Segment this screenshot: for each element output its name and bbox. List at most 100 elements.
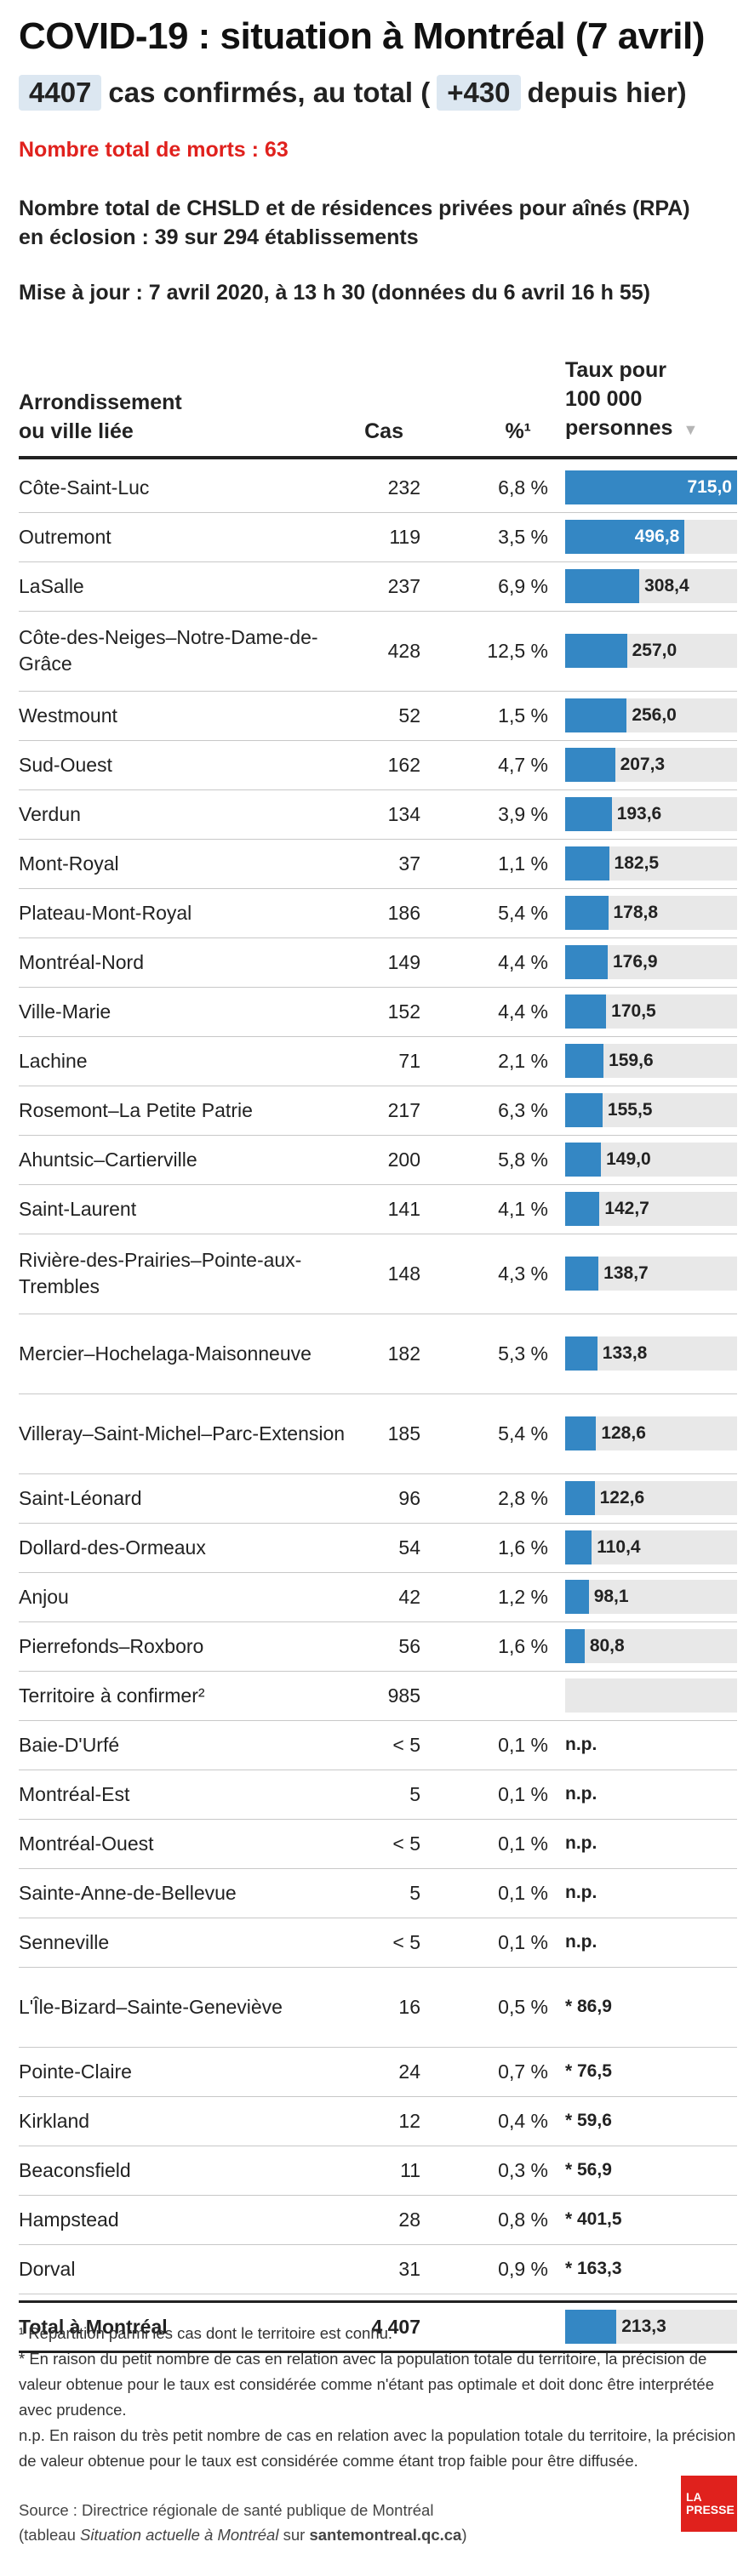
source-suffix: ) bbox=[461, 2526, 467, 2544]
rate-bar bbox=[565, 1257, 599, 1291]
table-row: L'Île-Bizard–Sainte-Geneviève 16 0,5 % * 86… bbox=[19, 1967, 737, 2048]
cases-delta-badge: +430 bbox=[437, 75, 521, 111]
area-name: Total à Montréal bbox=[19, 2315, 168, 2338]
pct-value: 6,8 % bbox=[498, 476, 548, 499]
sort-descending-icon[interactable]: ▼ bbox=[683, 421, 699, 438]
cases-value: 12 bbox=[398, 2109, 420, 2132]
area-name: Côte-des-Neiges–Notre-Dame-de-Grâce bbox=[19, 626, 318, 675]
area-name: Côte-Saint-Luc bbox=[19, 476, 150, 499]
source-website-link[interactable]: santemontreal.qc.ca bbox=[309, 2526, 462, 2544]
rate-value: 308,4 bbox=[644, 576, 689, 596]
table-row: Mercier–Hochelaga-Maisonneuve 182 5,3 % 133… bbox=[19, 1314, 737, 1394]
rate-cell: 138,7 bbox=[565, 1234, 737, 1314]
rate-cell: 122,6 bbox=[565, 1473, 737, 1523]
column-header-pct: %¹ bbox=[505, 419, 531, 443]
rate-value: 213,3 bbox=[621, 2317, 666, 2336]
table-row: Montréal-Nord 149 4,4 % 176,9 bbox=[19, 938, 737, 988]
cases-value: 5 bbox=[409, 1782, 420, 1805]
rate-cell: n.p. bbox=[565, 1770, 737, 1819]
table-row: Rivière-des-Prairies–Pointe-aux-Trembles… bbox=[19, 1234, 737, 1314]
area-name: Lachine bbox=[19, 1049, 88, 1072]
rate-cell: * 86,9 bbox=[565, 1967, 737, 2047]
footnote-1: ¹ Répartition parmi les cas dont le terr… bbox=[19, 2324, 393, 2342]
area-name: Beaconsfield bbox=[19, 2158, 131, 2181]
area-name: Outremont bbox=[19, 525, 111, 548]
area-name: Rosemont–La Petite Patrie bbox=[19, 1098, 253, 1121]
cases-value: 428 bbox=[387, 639, 420, 662]
rate-value: n.p. bbox=[565, 1784, 597, 1804]
area-name: Mercier–Hochelaga-Maisonneuve bbox=[19, 1342, 312, 1365]
cases-value: 54 bbox=[398, 1536, 420, 1559]
area-name: Montréal-Est bbox=[19, 1782, 130, 1805]
pct-value: 6,3 % bbox=[498, 1098, 548, 1121]
rate-bar bbox=[565, 520, 685, 554]
chsld-line-1: Nombre total de CHSLD et de résidences p… bbox=[19, 197, 690, 220]
pct-value: 2,8 % bbox=[498, 1486, 548, 1509]
pct-value: 0,4 % bbox=[498, 2109, 548, 2132]
rate-cell: 715,0 bbox=[565, 463, 737, 512]
rate-bar bbox=[565, 945, 608, 979]
table-row: Dollard-des-Ormeaux 54 1,6 % 110,4 bbox=[19, 1523, 737, 1573]
cases-value: 96 bbox=[398, 1486, 420, 1509]
rate-value: 133,8 bbox=[602, 1343, 648, 1363]
cases-value: 182 bbox=[387, 1342, 420, 1365]
area-name: Territoire à confirmer² bbox=[19, 1684, 205, 1707]
rate-cell: * 56,9 bbox=[565, 2146, 737, 2195]
la-presse-logo: LA PRESSE bbox=[681, 2476, 737, 2532]
footnotes: ¹ Répartition parmi les cas dont le terr… bbox=[19, 2321, 737, 2474]
pct-value: 6,9 % bbox=[498, 574, 548, 597]
pct-value: 1,2 % bbox=[498, 1585, 548, 1608]
rate-value: 176,9 bbox=[612, 952, 658, 972]
table-row: Sainte-Anne-de-Bellevue 5 0,1 % n.p. bbox=[19, 1868, 737, 1918]
rate-value: n.p. bbox=[565, 1932, 597, 1952]
rate-cell: 256,0 bbox=[565, 691, 737, 740]
rate-value: 128,6 bbox=[601, 1423, 646, 1443]
column-header-rate[interactable]: Taux pour 100 000 personnes ▼ bbox=[565, 356, 698, 444]
rate-bar bbox=[565, 569, 640, 603]
table-row: Hampstead 28 0,8 % * 401,5 bbox=[19, 2195, 737, 2245]
table-row: Anjou 42 1,2 % 98,1 bbox=[19, 1572, 737, 1622]
table-row: Saint-Léonard 96 2,8 % 122,6 bbox=[19, 1473, 737, 1524]
cases-value: 52 bbox=[398, 704, 420, 727]
rate-bar bbox=[565, 994, 607, 1029]
area-name: Mont-Royal bbox=[19, 852, 119, 875]
rate-cell: 170,5 bbox=[565, 987, 737, 1036]
rate-bar bbox=[565, 470, 737, 504]
deaths-total: Nombre total de morts : 63 bbox=[19, 138, 289, 162]
area-name: Dollard-des-Ormeaux bbox=[19, 1536, 206, 1559]
area-name: Kirkland bbox=[19, 2109, 90, 2132]
table-row: LaSalle 237 6,9 % 308,4 bbox=[19, 561, 737, 612]
pct-value: 0,1 % bbox=[498, 1832, 548, 1855]
table-row: Pointe-Claire 24 0,7 % * 76,5 bbox=[19, 2047, 737, 2097]
table-row: Ahuntsic–Cartierville 200 5,8 % 149,0 bbox=[19, 1135, 737, 1185]
area-name: L'Île-Bizard–Sainte-Geneviève bbox=[19, 1995, 283, 2018]
page-title: COVID-19 : situation à Montréal (7 avril… bbox=[19, 15, 705, 57]
cases-value: < 5 bbox=[392, 1832, 420, 1855]
pct-value: 5,4 % bbox=[498, 901, 548, 924]
logo-line-1: LA bbox=[686, 2490, 702, 2504]
table-row: Beaconsfield 11 0,3 % * 56,9 bbox=[19, 2146, 737, 2196]
pct-value: 0,8 % bbox=[498, 2208, 548, 2231]
footnote-asterisk: * En raison du petit nombre de cas en re… bbox=[19, 2350, 714, 2419]
cases-text: cas confirmés, au total ( bbox=[108, 77, 431, 108]
pct-value: 4,1 % bbox=[498, 1197, 548, 1220]
rate-bar bbox=[565, 1481, 595, 1515]
area-name: Saint-Léonard bbox=[19, 1486, 142, 1509]
area-name: Pierrefonds–Roxboro bbox=[19, 1634, 204, 1657]
pct-value: 3,9 % bbox=[498, 802, 548, 825]
cases-value: 71 bbox=[398, 1049, 420, 1072]
rate-value: 715,0 bbox=[687, 477, 732, 497]
column-header-area-line-1: Arrondissement bbox=[19, 390, 182, 414]
rate-bar bbox=[565, 1093, 603, 1127]
rate-bar bbox=[565, 1044, 604, 1078]
cases-value: 232 bbox=[387, 476, 420, 499]
rate-value: 122,6 bbox=[599, 1488, 645, 1507]
rate-cell: 182,5 bbox=[565, 839, 737, 888]
rate-cell: 207,3 bbox=[565, 740, 737, 789]
rate-value: 256,0 bbox=[632, 705, 677, 725]
table-row: Dorval 31 0,9 % * 163,3 bbox=[19, 2244, 737, 2294]
pct-value: 4,3 % bbox=[498, 1262, 548, 1285]
cases-value: 217 bbox=[387, 1098, 420, 1121]
cases-total-badge: 4407 bbox=[19, 75, 102, 111]
rate-value: 178,8 bbox=[613, 903, 659, 922]
